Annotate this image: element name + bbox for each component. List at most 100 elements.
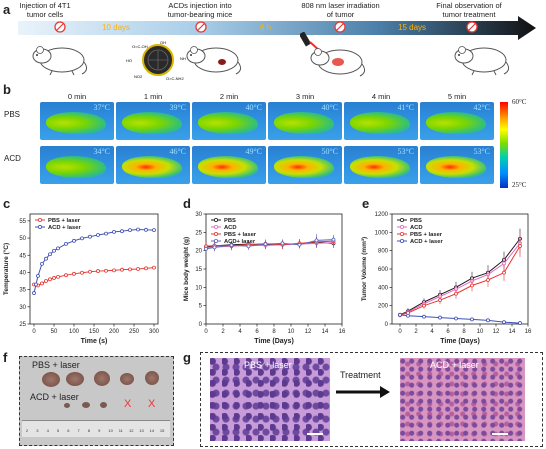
data-point bbox=[152, 265, 156, 270]
mouse-heat-region bbox=[274, 112, 334, 134]
histology-label-acd: ACD + laser bbox=[430, 360, 479, 370]
data-point bbox=[44, 279, 48, 283]
thermal-temperature-label: 49°C bbox=[245, 147, 262, 156]
data-point bbox=[144, 266, 148, 271]
data-point bbox=[152, 228, 156, 233]
data-point bbox=[120, 267, 124, 272]
y-tick-label: 5 bbox=[199, 304, 203, 310]
chart-tumor-volume: 0 2 4 6 8 10 12 14 16 0 200 400 600 800 1000 1200 Time (… bbox=[361, 212, 532, 345]
panel-label-c: c bbox=[3, 196, 11, 211]
legend-marker bbox=[214, 224, 219, 229]
tumor-sample bbox=[66, 372, 84, 386]
scale-bar bbox=[492, 433, 508, 435]
timeline-step-1: Injection of 4T1 tumor cells bbox=[19, 1, 71, 19]
particle-label: OH bbox=[160, 40, 166, 45]
panel-label-a: a bbox=[3, 2, 11, 17]
series-line bbox=[399, 238, 521, 316]
thermal-temperature-label: 46°C bbox=[169, 147, 186, 156]
mouse-heat-region bbox=[46, 112, 106, 134]
data-point bbox=[112, 268, 116, 273]
y-tick-label: 30 bbox=[19, 305, 26, 311]
data-point bbox=[454, 316, 458, 321]
x-tick-label: 0 bbox=[398, 329, 402, 335]
x-tick-label: 10 bbox=[477, 329, 484, 335]
ruler-number: 12 bbox=[129, 428, 134, 433]
x-tick-label: 4 bbox=[238, 329, 242, 335]
ruler-number: 10 bbox=[108, 428, 113, 433]
y-tick-label: 10 bbox=[195, 285, 202, 291]
x-tick-label: 150 bbox=[89, 329, 100, 335]
data-point bbox=[502, 320, 506, 325]
row-label-acd: ACD bbox=[4, 154, 21, 163]
data-point bbox=[502, 270, 506, 275]
panel-label-g: g bbox=[183, 350, 191, 365]
data-point bbox=[280, 241, 285, 246]
x-axis-label: Time (Days) bbox=[440, 338, 480, 345]
mouse-illustration-icon bbox=[186, 46, 242, 75]
data-point bbox=[128, 228, 132, 233]
y-tick-label: 0 bbox=[199, 322, 203, 328]
x-tick-label: 100 bbox=[69, 329, 80, 335]
y-tick-label: 0 bbox=[385, 322, 389, 328]
thermal-temperature-label: 53°C bbox=[473, 147, 490, 156]
particle-label: O=C-NH2 bbox=[166, 76, 184, 81]
nanoparticle-icon: O=C-OH OH HO NH NO2 O=C-NH2 bbox=[126, 40, 186, 81]
legend-label: PBS + laser bbox=[410, 232, 443, 238]
panel-label-e: e bbox=[362, 196, 370, 211]
y-tick-label: 20 bbox=[195, 249, 202, 255]
legend-label: ACD+ laser bbox=[224, 239, 256, 245]
timeline-interval-2: 6 h bbox=[260, 23, 272, 32]
legend-marker bbox=[400, 232, 405, 237]
data-point bbox=[72, 238, 76, 243]
x-tick-label: 12 bbox=[493, 329, 500, 335]
x-tick-label: 4 bbox=[430, 329, 434, 335]
data-point bbox=[144, 227, 148, 232]
data-point bbox=[406, 313, 410, 318]
ruler-number: 7 bbox=[77, 428, 80, 433]
mouse-heat-region bbox=[426, 112, 486, 134]
thermal-image-acd: 53°C bbox=[344, 146, 418, 184]
scale-bar bbox=[307, 433, 323, 435]
x-tick-label: 2 bbox=[221, 329, 225, 335]
y-tick-label: 1000 bbox=[375, 230, 389, 236]
ruler-number: 5 bbox=[56, 428, 60, 433]
ruler-number: 14 bbox=[149, 428, 155, 433]
thermal-temperature-label: 50°C bbox=[321, 147, 338, 156]
x-tick-label: 250 bbox=[129, 329, 140, 335]
data-point bbox=[518, 321, 522, 325]
thermal-temperature-label: 53°C bbox=[397, 147, 414, 156]
data-point bbox=[438, 315, 442, 320]
x-tick-label: 8 bbox=[272, 329, 276, 335]
data-point bbox=[454, 291, 458, 296]
timeline-step-2: ACDs injection into tumor-bearing mice bbox=[167, 1, 233, 19]
y-tick-label: 600 bbox=[378, 267, 389, 273]
tumor-sample bbox=[100, 402, 107, 408]
thermal-image-pbs: 40°C bbox=[192, 102, 266, 140]
thermal-temperature-label: 37°C bbox=[93, 103, 110, 112]
series-line bbox=[399, 245, 521, 316]
mouse-heat-region bbox=[198, 156, 258, 178]
x-tick-label: 300 bbox=[149, 329, 160, 335]
target-marker-icon bbox=[334, 21, 346, 33]
legend-marker bbox=[400, 239, 405, 244]
data-point bbox=[486, 318, 490, 323]
data-point bbox=[64, 273, 68, 278]
panel-label-f: f bbox=[3, 350, 8, 365]
data-point bbox=[40, 281, 44, 286]
data-point bbox=[136, 267, 140, 271]
legend-label: ACD + laser bbox=[48, 225, 81, 231]
particle-label: O=C-OH bbox=[132, 44, 148, 49]
x-tick-label: 12 bbox=[305, 329, 312, 335]
mouse-heat-region bbox=[274, 156, 334, 178]
thermal-image-acd: 49°C bbox=[192, 146, 266, 184]
scale-max-label: 60°C bbox=[512, 98, 527, 106]
data-point bbox=[34, 282, 38, 287]
x-tick-label: 8 bbox=[462, 329, 466, 335]
y-tick-label: 1200 bbox=[375, 212, 389, 218]
tumor-sample bbox=[120, 373, 134, 385]
data-point bbox=[48, 252, 52, 257]
x-tick-label: 0 bbox=[204, 329, 208, 335]
x-axis-label: Time (Days) bbox=[254, 338, 294, 345]
data-point bbox=[398, 312, 402, 317]
data-point bbox=[56, 275, 60, 279]
